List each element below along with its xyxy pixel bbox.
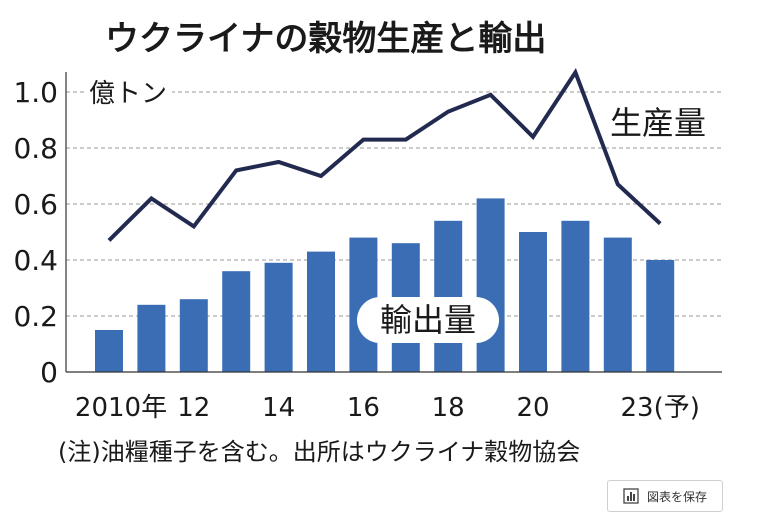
- unit-label-bg: [86, 76, 172, 108]
- x-tick-label: 12: [177, 393, 210, 423]
- export-bar: [222, 271, 251, 372]
- y-tick-label: 0: [40, 356, 58, 389]
- export-bar: [264, 262, 293, 372]
- y-tick-label: 1.0: [13, 76, 58, 109]
- x-tick-label: 16: [347, 393, 380, 423]
- y-tick-label: 0.4: [13, 244, 58, 277]
- unit-label: 億トン: [89, 79, 167, 109]
- chart-title: ウクライナの穀物生産と輸出: [105, 19, 546, 59]
- production-line-path: [107, 68, 662, 242]
- bar-chart-icon: [623, 488, 639, 504]
- y-tick-labels: 0 0.2 0.4 0.6 0.8 1.0: [13, 76, 58, 389]
- export-bar: [434, 220, 463, 372]
- export-bar: [646, 260, 675, 372]
- export-bar: [95, 330, 123, 372]
- y-tick-label: 0.2: [13, 300, 58, 333]
- y-tick-label: 0.6: [13, 188, 58, 221]
- export-label-pill: [357, 297, 499, 343]
- save-chart-button[interactable]: 図表を保存: [607, 480, 723, 512]
- export-bar: [307, 251, 335, 372]
- x-tick-label: 2010年: [75, 393, 167, 423]
- export-series-label: 輸出量: [380, 301, 476, 339]
- export-bar: [137, 304, 166, 372]
- production-line: [107, 68, 662, 242]
- production-series-label: 生産量: [610, 104, 706, 142]
- chart: ウクライナの穀物生産と輸出 0 0.2 0.4 0.6 0.8 1.0 2010年 12 14…: [13, 19, 722, 466]
- x-tick-label: 20: [516, 393, 549, 423]
- axes: [65, 72, 722, 373]
- export-bars: [95, 198, 675, 372]
- export-bar: [476, 198, 505, 372]
- x-tick-label: 23(予): [621, 393, 700, 423]
- save-chart-label: 図表を保存: [646, 489, 707, 504]
- x-tick-labels: 2010年 12 14 16 18 20 23(予): [75, 393, 700, 423]
- export-bar: [519, 232, 547, 372]
- y-tick-label: 0.8: [13, 132, 58, 165]
- export-bar: [179, 299, 208, 372]
- x-tick-label: 18: [432, 393, 465, 423]
- footnote: (注)油糧種子を含む。出所はウクライナ穀物協会: [58, 438, 580, 466]
- export-bar: [603, 237, 632, 372]
- export-bar: [561, 220, 590, 372]
- x-tick-label: 14: [262, 393, 295, 423]
